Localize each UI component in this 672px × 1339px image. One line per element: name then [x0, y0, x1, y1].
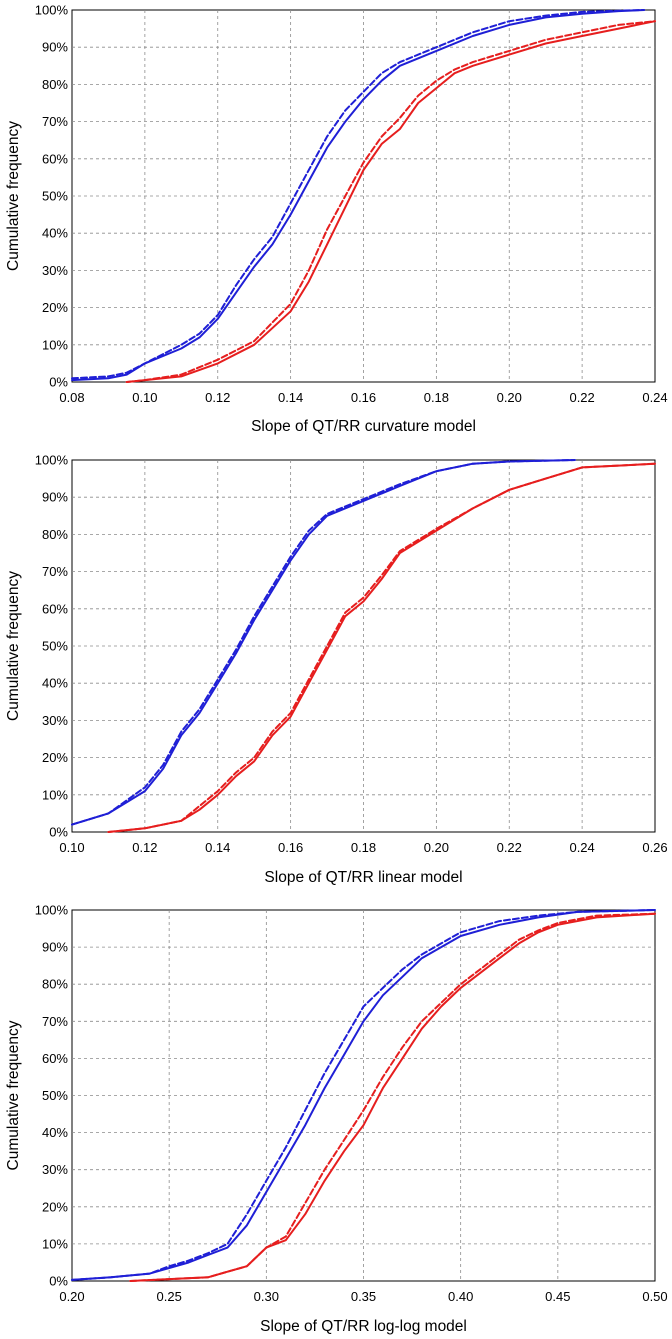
chart-panel-1: 0.08 0.10 0.12 0.14 0.16 0.18 0.20 0.22 0.24 0% 10…: [5, 3, 668, 436]
chart-panel-3: 0.20 0.25 0.30 0.35 0.40 0.45 0.50 0% 10% 20% 30% 4…: [5, 903, 668, 1336]
y-tick-label: 70%: [42, 114, 68, 129]
y-tick-label: 0%: [49, 825, 68, 840]
y-axis-label: Cumulative frequency: [5, 121, 22, 271]
x-axis-label: Slope of QT/RR linear model: [264, 869, 462, 886]
series-line-blue-dashed: [71, 9, 646, 380]
y-tick-label: 10%: [42, 787, 68, 802]
y-tick-label: 0%: [49, 1274, 68, 1289]
x-tick-label: 0.22: [497, 840, 522, 855]
series-line-blue-solid: [71, 9, 646, 382]
x-tick-label: 0.50: [642, 1289, 667, 1304]
y-tick-label: 70%: [42, 1014, 68, 1029]
x-tick-label: 0.18: [351, 840, 376, 855]
y-tick-label: 40%: [42, 1125, 68, 1140]
x-tick-label: 0.12: [205, 390, 230, 405]
series-line-red-solid: [125, 20, 656, 383]
y-tick-label: 30%: [42, 263, 68, 278]
y-tick-label: 90%: [42, 490, 68, 505]
y-tick-label: 60%: [42, 151, 68, 166]
y-tick-label: 80%: [42, 977, 68, 992]
x-tick-label: 0.45: [545, 1289, 570, 1304]
y-tick-label: 40%: [42, 676, 68, 691]
y-tick-label: 50%: [42, 1088, 68, 1103]
x-tick-label: 0.30: [254, 1289, 279, 1304]
y-tick-label: 90%: [42, 40, 68, 55]
x-tick-label: 0.20: [424, 840, 449, 855]
series-line-red-dashed: [107, 462, 656, 833]
x-tick-label: 0.14: [278, 390, 303, 405]
series-line-blue-dashed: [71, 909, 656, 1281]
y-axis-label: Cumulative frequency: [5, 1020, 22, 1170]
y-tick-label: 50%: [42, 639, 68, 654]
y-axis-label: Cumulative frequency: [5, 571, 22, 721]
y-tick-label: 80%: [42, 527, 68, 542]
series-line-blue-solid: [71, 909, 656, 1281]
x-tick-label: 0.24: [569, 840, 594, 855]
x-axis-label: Slope of QT/RR curvature model: [251, 418, 476, 435]
y-tick-label: 10%: [42, 337, 68, 352]
series-line-red-dashed: [129, 912, 656, 1282]
x-tick-label: 0.14: [205, 840, 230, 855]
y-tick-label: 0%: [49, 375, 68, 390]
y-tick-label: 60%: [42, 601, 68, 616]
y-tick-label: 70%: [42, 564, 68, 579]
y-tick-label: 30%: [42, 1162, 68, 1177]
y-tick-label: 80%: [42, 77, 68, 92]
x-tick-label: 0.10: [132, 390, 157, 405]
y-tick-label: 10%: [42, 1236, 68, 1251]
x-tick-label: 0.35: [351, 1289, 376, 1304]
series-line-red-dashed: [125, 20, 656, 383]
y-tick-label: 20%: [42, 750, 68, 765]
y-tick-label: 40%: [42, 226, 68, 241]
y-tick-label: 60%: [42, 1051, 68, 1066]
x-tick-label: 0.16: [278, 840, 303, 855]
y-tick-label: 30%: [42, 713, 68, 728]
y-tick-label: 20%: [42, 1199, 68, 1214]
x-tick-label: 0.16: [351, 390, 376, 405]
y-tick-label: 100%: [35, 903, 69, 918]
y-tick-label: 100%: [35, 453, 69, 468]
y-tick-label: 90%: [42, 940, 68, 955]
x-tick-label: 0.24: [642, 390, 667, 405]
x-tick-label: 0.25: [157, 1289, 182, 1304]
x-tick-label: 0.08: [59, 390, 84, 405]
x-tick-label: 0.26: [642, 840, 667, 855]
x-tick-label: 0.20: [59, 1289, 84, 1304]
x-axis-label: Slope of QT/RR log-log model: [260, 1318, 467, 1335]
chart-panel-2: 0.10 0.12 0.14 0.16 0.18 0.20 0.22 0.24 0.26 0% 10…: [5, 453, 668, 887]
x-tick-label: 0.12: [132, 840, 157, 855]
x-tick-label: 0.40: [448, 1289, 473, 1304]
x-tick-label: 0.22: [569, 390, 594, 405]
y-tick-label: 100%: [35, 3, 69, 18]
series-line-blue-dashed: [71, 459, 576, 826]
y-tick-label: 50%: [42, 189, 68, 204]
x-tick-label: 0.18: [424, 390, 449, 405]
x-tick-label: 0.10: [59, 840, 84, 855]
x-tick-label: 0.20: [497, 390, 522, 405]
y-tick-label: 20%: [42, 300, 68, 315]
